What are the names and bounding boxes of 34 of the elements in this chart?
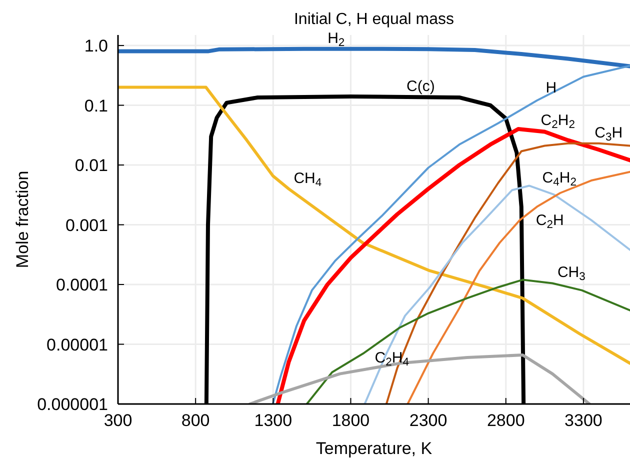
line-series [385, 142, 630, 404]
x-tick-label: 800 [181, 411, 210, 430]
series-label: H [546, 80, 557, 97]
x-axis-title: Temperature, K [316, 439, 433, 458]
x-tick-label: 2300 [409, 411, 448, 430]
y-tick-label: 0.0001 [56, 276, 108, 295]
chart-title: Initial C, H equal mass [294, 11, 454, 28]
series-label: C$_{3}$H [594, 124, 623, 144]
y-tick-label: 0.01 [74, 156, 108, 176]
line-series [248, 354, 592, 404]
y-tick-label: 0.000001 [37, 395, 108, 414]
series-label: CH$_{3}$ [557, 264, 586, 283]
series-label: C$_{2}$H [536, 212, 564, 231]
y-tick-label: 0.001 [65, 216, 108, 235]
line-series [364, 184, 630, 404]
series-label: H$_{2}$ [328, 30, 345, 49]
line-series [272, 64, 630, 404]
series-label: C(c) [406, 78, 435, 95]
series-label: CH$_{4}$ [294, 170, 322, 189]
y-axis-title: Mole fraction [13, 170, 32, 268]
y-tick-label: 0.00001 [46, 335, 108, 354]
y-tick-label: 0.1 [84, 96, 108, 116]
line-series [276, 127, 630, 404]
series-label: C$_{2}$H$_{4}$ [374, 350, 409, 368]
series-label: C$_{2}$H$_{2}$ [540, 112, 575, 131]
x-tick-label: 3300 [564, 411, 602, 430]
line-series [306, 278, 630, 404]
y-tick-label: 1.0 [84, 36, 108, 56]
x-tick-label: 300 [104, 411, 132, 430]
line-series [118, 46, 630, 68]
x-tick-label: 2800 [486, 411, 525, 430]
series-label: C$_{4}$H$_{2}$ [542, 170, 577, 188]
x-tick-label: 1800 [332, 411, 370, 430]
x-tick-label: 1300 [254, 411, 292, 430]
